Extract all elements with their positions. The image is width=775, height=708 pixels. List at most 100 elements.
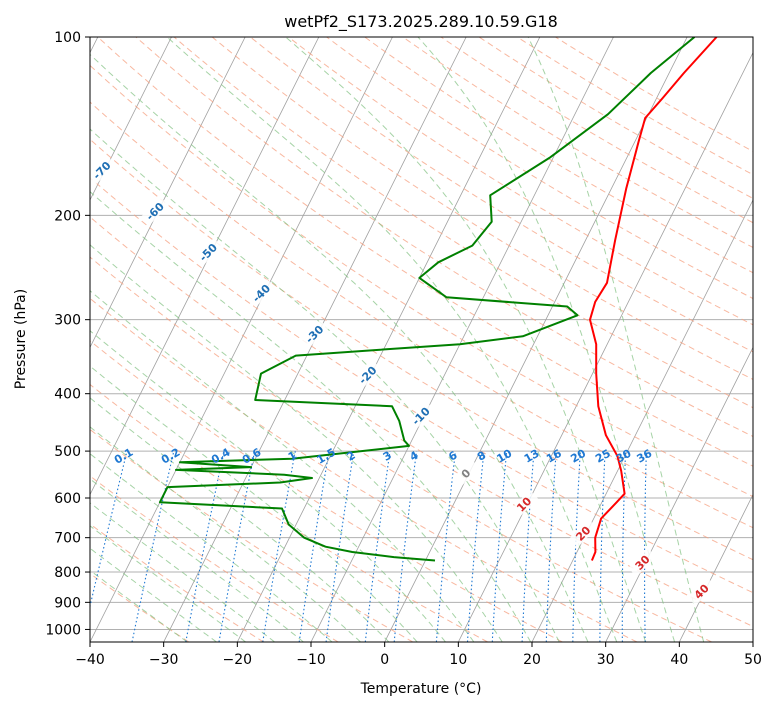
mixing-ratio-label: 16 [544, 447, 564, 466]
label-backdrop [406, 401, 435, 431]
dry-adiabat-line [478, 37, 753, 199]
isotherm-line [236, 37, 541, 642]
moist-adiabat-line [90, 569, 188, 642]
label-backdrop [247, 279, 276, 308]
x-tick-label: 20 [523, 652, 541, 668]
y-tick-label: 600 [54, 491, 81, 507]
dry-adiabat-line [90, 64, 753, 498]
x-axis-ticks: −40 −30 −20 −10 0 10 20 30 40 50 [75, 642, 762, 668]
dry-adiabat-line [90, 177, 753, 594]
moist-adiabat-line [90, 547, 217, 642]
sounding-series [158, 37, 718, 562]
mixing-ratio-line [185, 450, 225, 642]
mixing-ratio-line [262, 450, 296, 642]
label-backdrop [568, 519, 598, 548]
y-tick-label: 100 [54, 30, 81, 46]
moist-adiabat-lines [90, 37, 705, 642]
isotherm-lines [90, 37, 753, 642]
moist-adiabat-line [417, 37, 676, 642]
dry-adiabat-line [249, 37, 753, 353]
y-tick-label: 700 [54, 531, 81, 547]
moist-adiabat-line [90, 453, 333, 642]
moist-adiabat-line [285, 37, 647, 642]
temperature-profile-line [589, 37, 718, 561]
dry-adiabat-line [90, 428, 414, 642]
x-axis-label: Temperature (°C) [360, 681, 482, 697]
isotherm-line [90, 37, 393, 642]
x-tick-label: −10 [296, 652, 326, 668]
y-tick-label: 300 [54, 313, 81, 329]
moist-adiabat-line [166, 37, 618, 642]
dry-adiabat-line [555, 37, 753, 152]
isotherm-label: -60 [140, 197, 170, 226]
moist-adiabat-line [90, 525, 246, 642]
dry-adiabat-line [90, 216, 753, 628]
isotherm-label-text: -80 [37, 118, 60, 141]
isotherm-label: -30 [300, 320, 329, 349]
y-tick-label: 900 [54, 595, 81, 611]
isotherm-line [90, 37, 320, 496]
mixing-ratio-line [218, 450, 256, 642]
dry-adiabat-line [90, 138, 753, 561]
dry-adiabat-lines [90, 37, 753, 642]
moist-adiabat-line [90, 478, 304, 642]
isotherm-line [605, 346, 753, 642]
dry-adiabat-line [90, 256, 712, 642]
moist-adiabat-line [90, 365, 418, 642]
mixing-ratio-label: 20 [568, 447, 588, 466]
chart-title: wetPf2_S173.2025.289.10.59.G18 [284, 12, 558, 32]
mixing-ratio-line [325, 451, 355, 642]
label-backdrop [140, 197, 170, 226]
moist-adiabat-line [90, 502, 275, 642]
label-backdrop [0, 74, 9, 102]
dry-adiabat-line [90, 523, 264, 642]
plot-frame [89, 36, 754, 643]
isotherm-line [90, 37, 172, 201]
y-tick-label: 1000 [45, 622, 81, 638]
isotherm-line [678, 493, 753, 642]
label-backdrop [353, 360, 382, 390]
isotherm-line [752, 641, 753, 642]
label-backdrop [687, 577, 716, 606]
mixing-ratio-line [599, 451, 606, 642]
x-tick-label: 40 [670, 652, 688, 668]
isotherm-label: -80 [34, 115, 63, 144]
isotherm-label-text: -90 [0, 77, 7, 100]
mixing-ratio-label: 10 [494, 447, 514, 466]
dry-adiabat-line [90, 297, 638, 642]
mixing-ratio-label: 36 [635, 447, 655, 466]
pressure-gridlines [90, 37, 753, 630]
mixing-ratio-lines [90, 450, 647, 642]
y-tick-label: 400 [54, 387, 81, 403]
label-backdrop [509, 490, 539, 519]
label-backdrop [300, 320, 329, 349]
dry-adiabat-line [90, 340, 563, 642]
dry-adiabat-line [135, 37, 753, 438]
isotherm-line [90, 37, 246, 349]
isotherm-label: 10 [509, 490, 539, 519]
y-tick-label: 200 [54, 208, 81, 224]
mixing-ratio-label: 0.4 [209, 445, 233, 466]
dry-adiabat-line [326, 37, 753, 300]
dry-adiabat-line [440, 37, 753, 224]
dry-adiabat-line [364, 37, 753, 274]
isotherm-label: -40 [247, 279, 276, 308]
y-tick-label: 500 [54, 444, 81, 460]
x-tick-label: 50 [744, 652, 762, 668]
mixing-ratio-line [131, 450, 175, 642]
label-backdrop [628, 548, 657, 577]
dry-adiabat-line [90, 475, 339, 642]
isotherm-line [457, 51, 753, 642]
dry-adiabat-line [173, 37, 753, 409]
isotherm-label: 20 [568, 519, 598, 548]
moist-adiabat-line [90, 290, 475, 642]
mixing-ratio-line [491, 451, 508, 642]
moist-adiabat-line [90, 244, 503, 642]
mixing-ratio-label: 25 [593, 447, 613, 466]
y-tick-label: 800 [54, 565, 81, 581]
x-tick-label: 10 [449, 652, 467, 668]
x-tick-label: 30 [597, 652, 615, 668]
isotherm-label: 0 [451, 459, 480, 488]
mixing-ratio-line [364, 451, 391, 642]
moist-adiabat-line [90, 330, 446, 642]
